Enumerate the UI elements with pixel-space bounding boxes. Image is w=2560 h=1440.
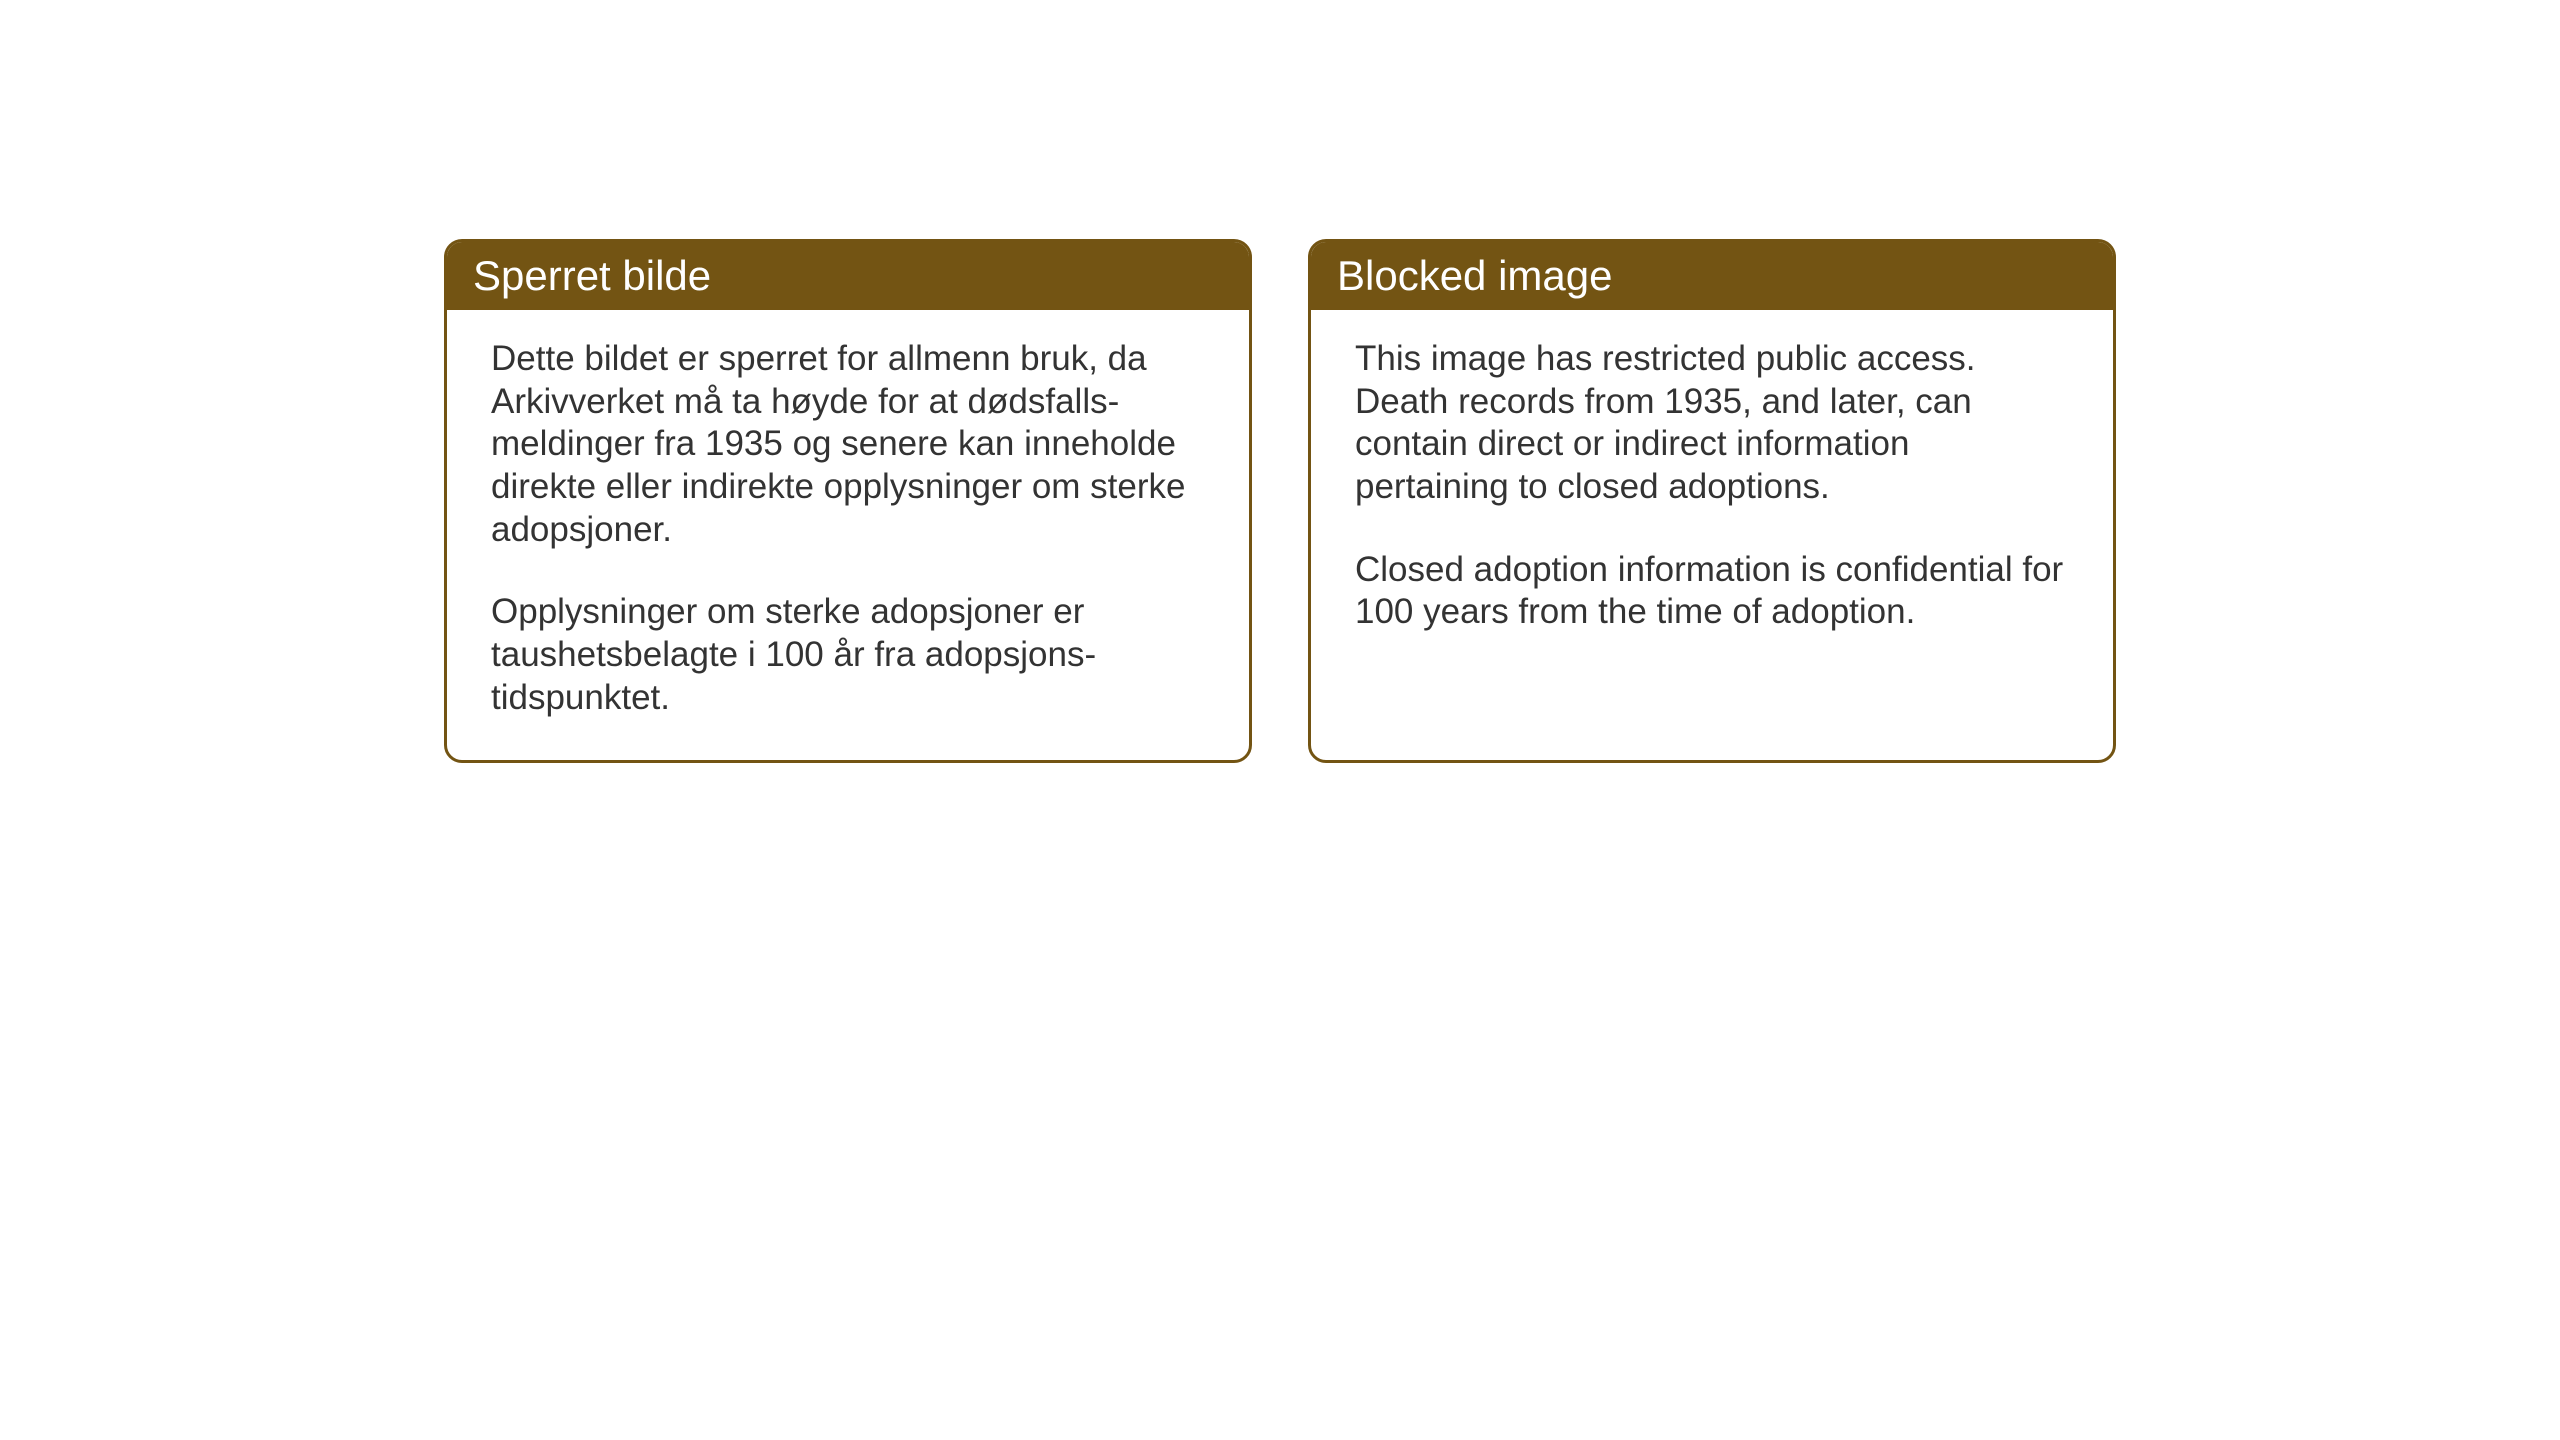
card-body-norwegian: Dette bildet er sperret for allmenn bruk… (447, 310, 1249, 760)
blocked-image-card-norwegian: Sperret bilde Dette bildet er sperret fo… (444, 239, 1252, 763)
blocked-image-card-english: Blocked image This image has restricted … (1308, 239, 2116, 763)
card-header-norwegian: Sperret bilde (447, 242, 1249, 310)
card-paragraph-2: Opplysninger om sterke adopsjoner er tau… (491, 591, 1205, 719)
card-title: Sperret bilde (473, 252, 711, 299)
card-body-english: This image has restricted public access.… (1311, 310, 2113, 674)
card-paragraph-1: Dette bildet er sperret for allmenn bruk… (491, 338, 1205, 551)
card-title: Blocked image (1337, 252, 1612, 299)
card-header-english: Blocked image (1311, 242, 2113, 310)
cards-container: Sperret bilde Dette bildet er sperret fo… (444, 239, 2116, 763)
card-paragraph-1: This image has restricted public access.… (1355, 338, 2069, 509)
card-paragraph-2: Closed adoption information is confident… (1355, 549, 2069, 634)
